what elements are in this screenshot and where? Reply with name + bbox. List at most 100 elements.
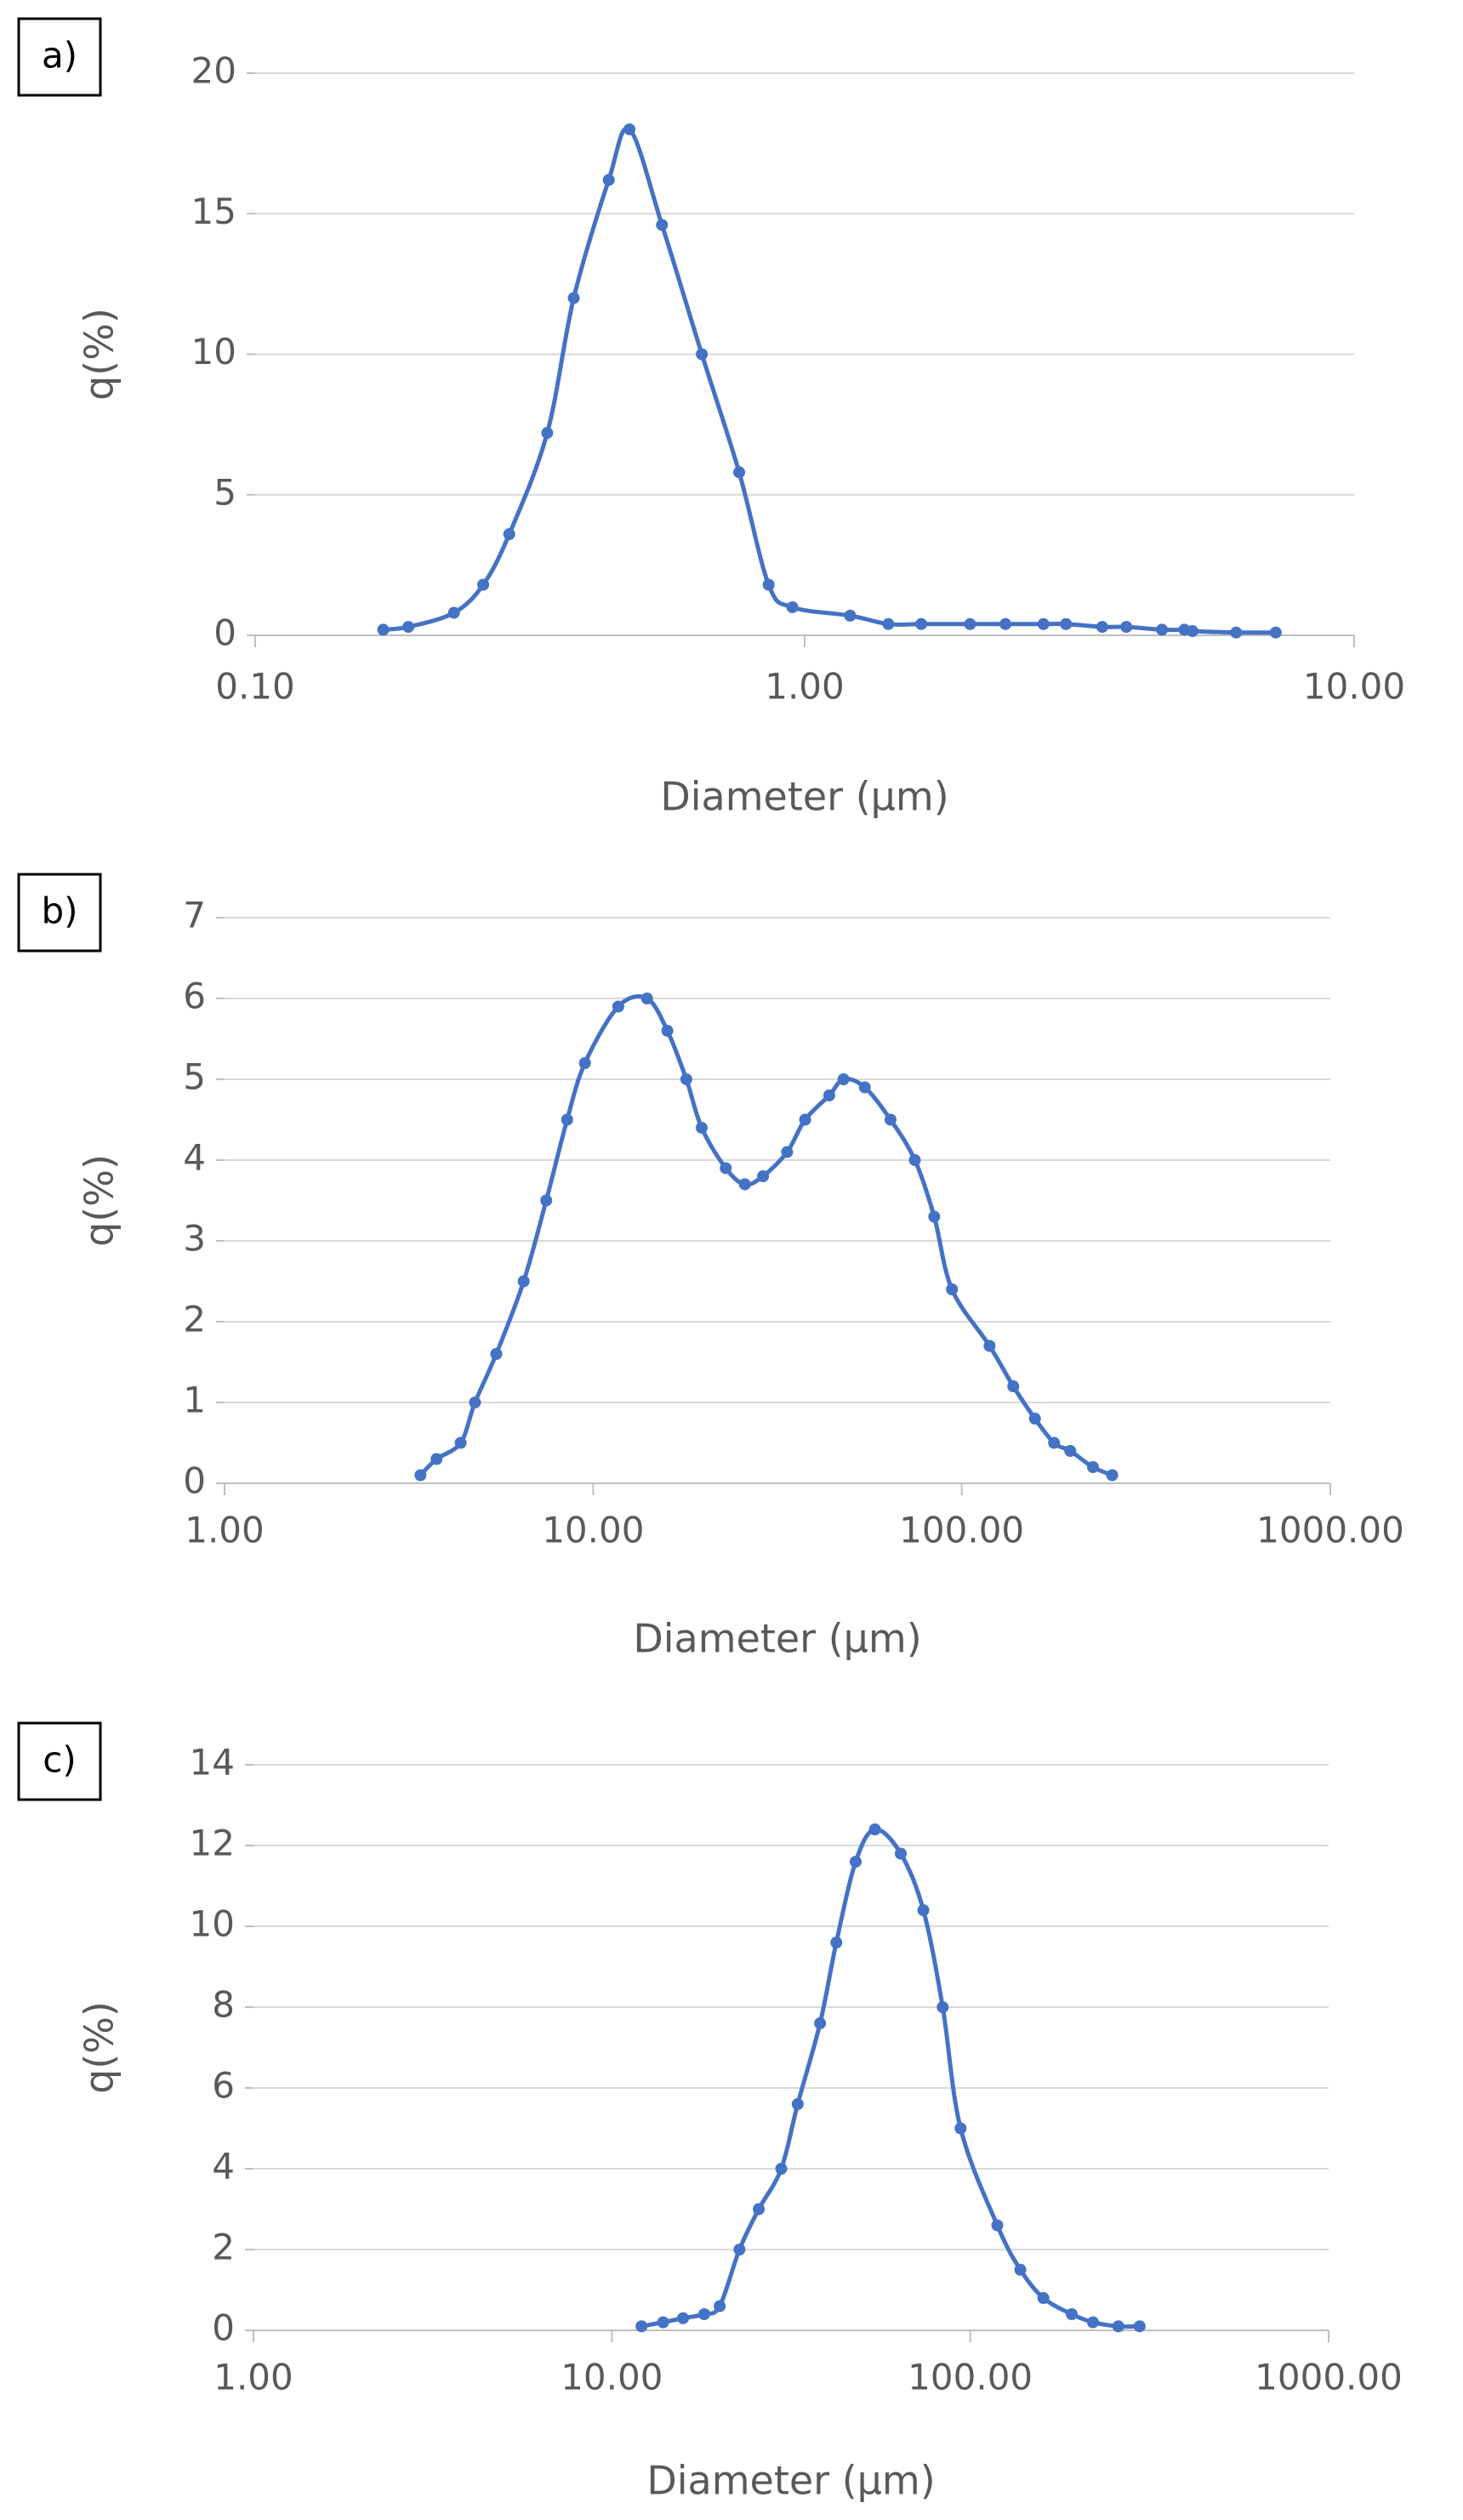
data-point	[447, 606, 460, 619]
y-tick-label: 7	[183, 895, 206, 936]
panel-label: c)	[43, 1739, 76, 1781]
y-tick-label: 15	[191, 191, 236, 232]
data-point	[430, 1453, 443, 1465]
panel-label-box	[17, 1721, 102, 1801]
y-tick-label: 2	[212, 2227, 235, 2268]
x-axis-title: Diameter (μm)	[646, 2458, 935, 2504]
data-point	[623, 123, 636, 136]
y-tick-label: 2	[183, 1299, 206, 1340]
data-point	[830, 1937, 843, 1948]
data-point	[1037, 617, 1050, 630]
panel-label: a)	[42, 35, 77, 77]
data-point	[1230, 626, 1243, 639]
data-point	[1007, 1380, 1020, 1392]
data-point	[477, 578, 490, 591]
data-point	[1086, 2316, 1099, 2329]
data-point	[884, 1113, 897, 1126]
data-point	[469, 1397, 481, 1408]
data-point	[1106, 1469, 1119, 1482]
x-tick-label: 1000.00	[1256, 1510, 1404, 1551]
y-tick-label: 5	[183, 1056, 206, 1098]
data-point	[561, 1113, 573, 1126]
data-point	[657, 2316, 669, 2329]
x-tick-label: 10.00	[542, 1510, 644, 1551]
data-point	[946, 1283, 959, 1295]
y-tick-label: 0	[183, 1460, 206, 1502]
y-tick-label: 4	[183, 1137, 206, 1179]
panel-label-box	[17, 17, 102, 97]
y-tick-label: 14	[190, 1742, 235, 1783]
data-point	[680, 1073, 692, 1085]
x-tick-label: 100.00	[899, 1510, 1024, 1551]
data-point	[775, 2163, 788, 2175]
data-point	[414, 1469, 427, 1482]
x-tick-label: 1000.00	[1255, 2357, 1403, 2398]
data-point	[454, 1436, 467, 1449]
y-tick-label: 0	[213, 612, 236, 654]
data-point	[733, 466, 746, 479]
data-point	[661, 1025, 674, 1037]
x-tick-label: 0.10	[215, 666, 295, 708]
data-point	[517, 1275, 530, 1288]
data-point	[936, 2001, 949, 2013]
x-axis-title: Diameter (μm)	[660, 774, 948, 820]
y-tick-label: 10	[191, 331, 236, 373]
data-point	[1156, 623, 1169, 636]
data-line	[383, 126, 1276, 635]
data-point	[753, 2203, 766, 2216]
panel-label: b)	[41, 890, 77, 932]
data-point	[983, 1340, 996, 1352]
data-point	[490, 1348, 503, 1360]
data-point	[757, 1170, 770, 1182]
data-point	[882, 617, 895, 630]
data-point	[1014, 2263, 1027, 2276]
x-tick-label: 10.00	[561, 2357, 663, 2398]
y-axis-title: q(%)	[77, 1154, 122, 1247]
y-tick-label: 6	[212, 2065, 235, 2107]
data-point	[1086, 1461, 1099, 1473]
panel-label-box	[17, 873, 102, 953]
y-tick-label: 10	[190, 1903, 235, 1945]
y-tick-label: 1	[183, 1379, 206, 1421]
data-point	[858, 1081, 871, 1094]
data-point	[696, 348, 709, 361]
data-point	[799, 1113, 811, 1126]
data-point	[1028, 1413, 1041, 1425]
data-point	[677, 2312, 690, 2324]
data-point	[844, 609, 857, 622]
data-point	[541, 427, 554, 440]
data-point	[781, 1146, 794, 1158]
data-point	[1120, 621, 1133, 634]
y-tick-label: 8	[212, 1984, 235, 2026]
x-tick-label: 1.00	[765, 666, 845, 708]
y-tick-label: 4	[212, 2146, 235, 2187]
data-point	[1186, 625, 1198, 638]
data-point	[567, 292, 580, 304]
data-point	[928, 1210, 941, 1223]
data-line	[418, 994, 1113, 1477]
data-point	[849, 1856, 862, 1868]
data-point	[377, 623, 390, 636]
x-tick-label: 1.00	[185, 1510, 265, 1551]
y-tick-label: 5	[213, 471, 236, 513]
data-point	[908, 1154, 921, 1166]
data-point	[714, 2300, 726, 2312]
y-tick-label: 6	[183, 976, 206, 1017]
y-tick-label: 3	[183, 1218, 206, 1260]
data-point	[762, 578, 775, 591]
data-point	[697, 2308, 710, 2320]
data-point	[733, 2244, 746, 2255]
data-point	[999, 617, 1012, 630]
x-tick-label: 10.00	[1303, 666, 1405, 708]
data-point	[954, 2122, 967, 2135]
data-point	[1112, 2320, 1124, 2333]
y-tick-label: 12	[190, 1823, 235, 1864]
y-tick-label: 20	[191, 50, 236, 92]
data-point	[1096, 621, 1108, 634]
x-axis-title: Diameter (μm)	[633, 1616, 921, 1662]
data-point	[1048, 1436, 1061, 1449]
data-point	[695, 1122, 708, 1134]
data-point	[837, 1073, 850, 1085]
data-point	[1269, 626, 1282, 639]
